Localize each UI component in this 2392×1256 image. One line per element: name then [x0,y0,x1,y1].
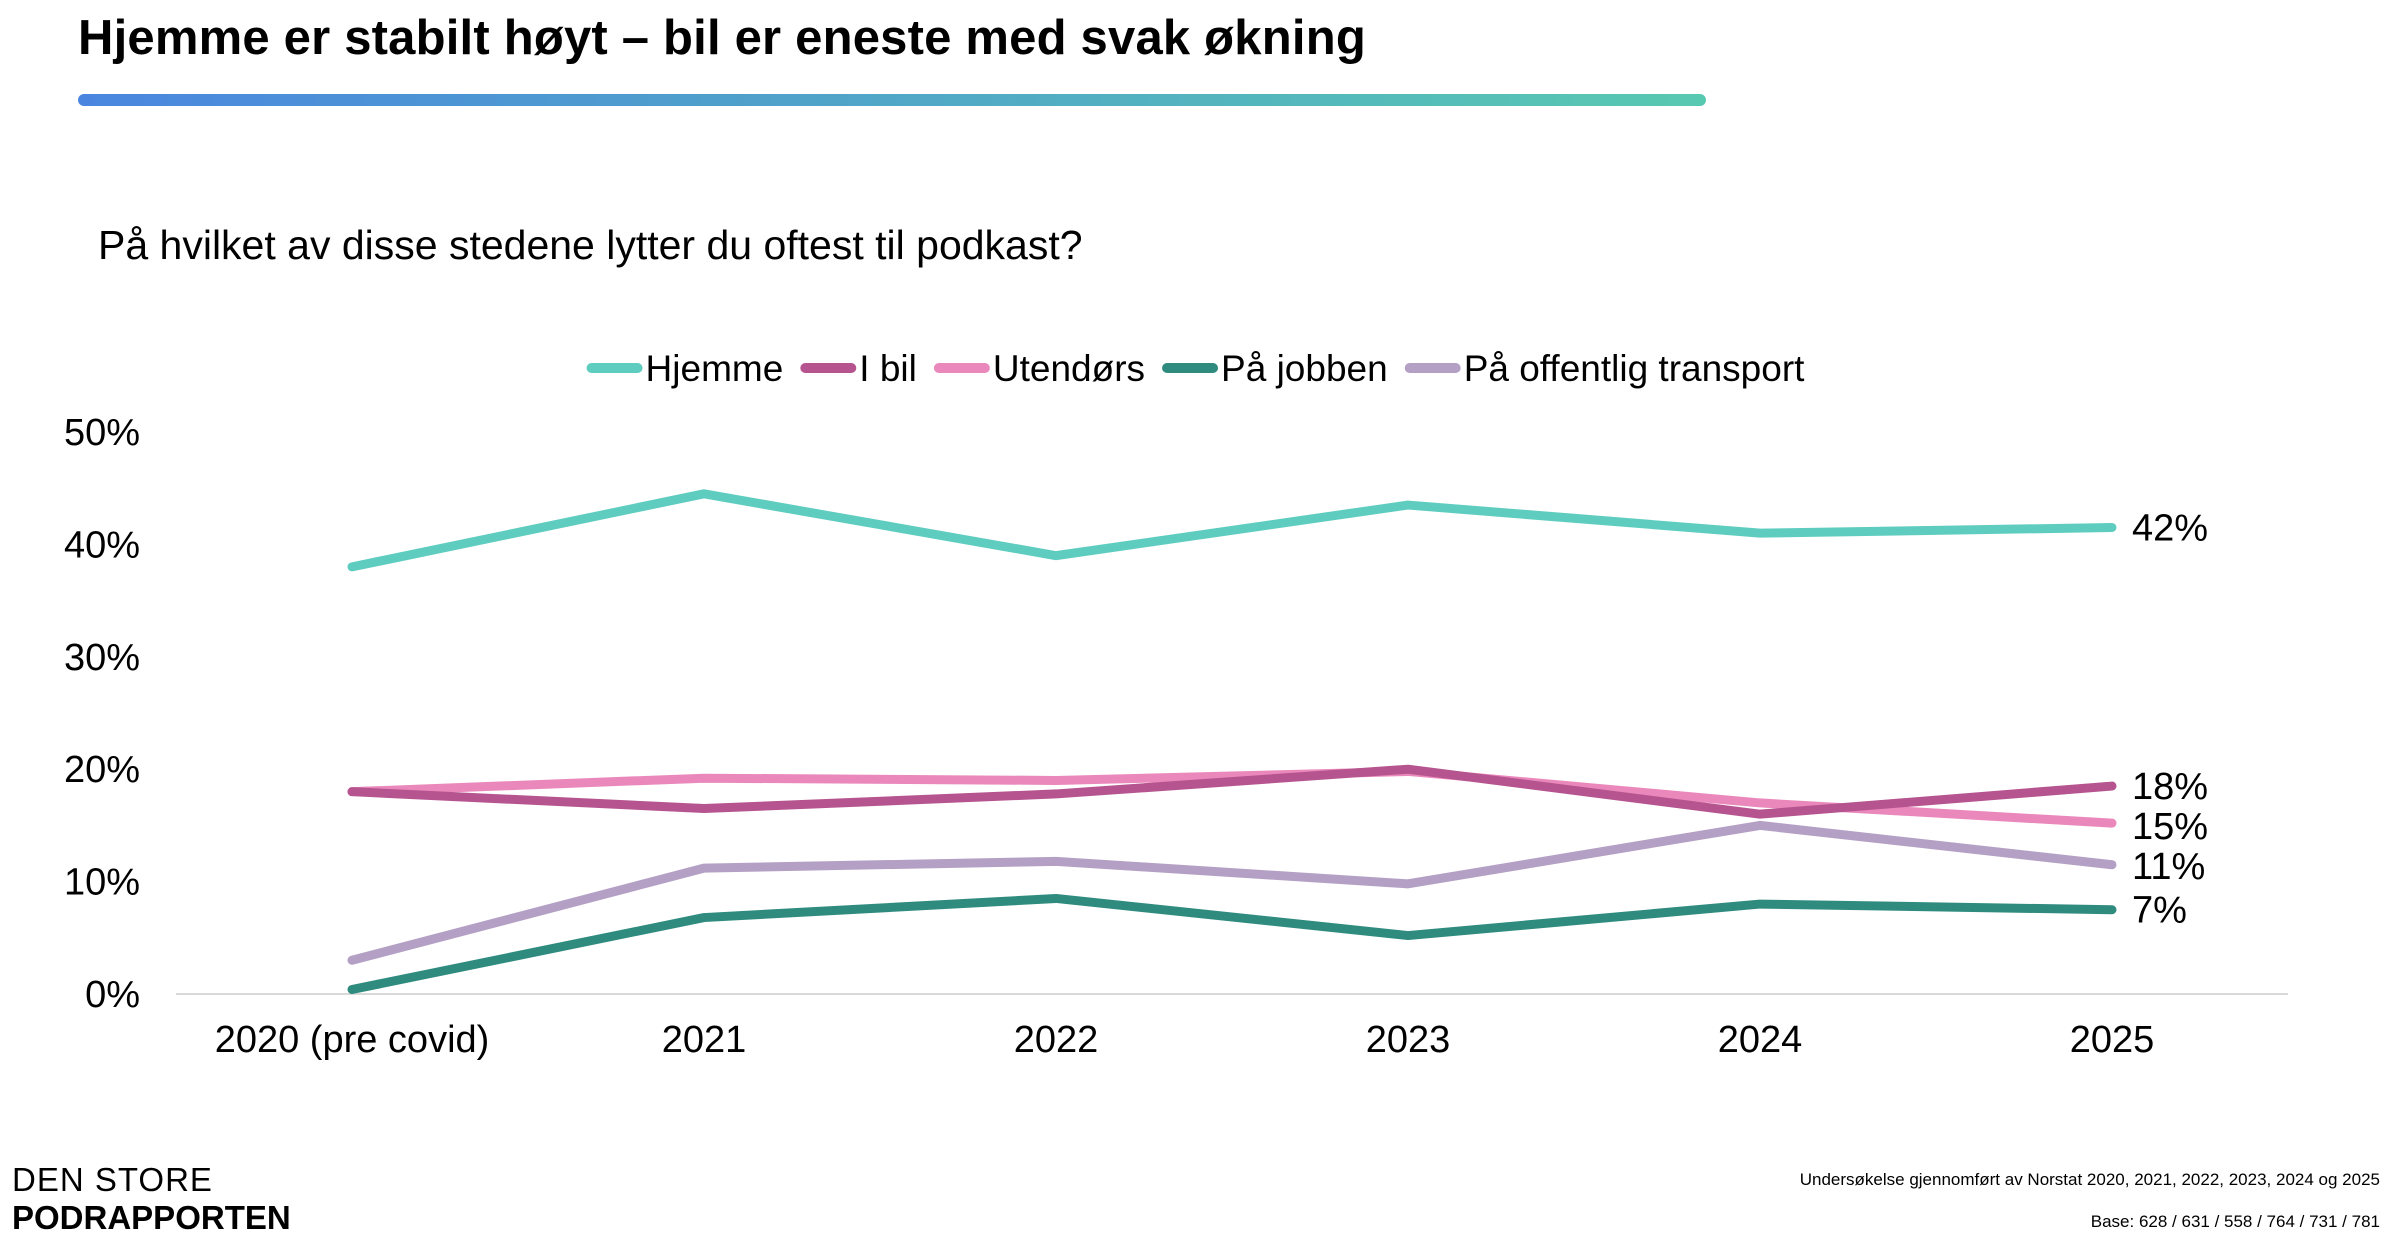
y-tick-label: 10% [64,862,140,904]
end-value-label: 7% [2132,890,2187,932]
end-value-label: 11% [2132,846,2205,888]
x-tick-label: 2024 [1718,1019,1803,1061]
y-tick-label: 0% [85,974,140,1016]
base-note: Base: 628 / 631 / 558 / 764 / 731 / 781 [2090,1212,2380,1231]
x-tick-label: 2021 [662,1019,747,1061]
legend-label: Utendørs [993,348,1145,389]
survey-note: Undersøkelse gjennomført av Norstat 2020… [1799,1170,2380,1189]
x-tick-label: 2020 (pre covid) [215,1019,490,1061]
y-tick-label: 40% [64,524,140,566]
y-tick-label: 30% [64,637,140,679]
series-line-p-jobben [347,893,2117,995]
y-tick-label: 50% [64,412,140,454]
series-line-hjemme [347,489,2117,572]
end-value-label: 18% [2132,766,2208,808]
chart-title: På hvilket av disse stedene lytter du of… [98,222,1083,268]
series-line-i-bil [347,764,2117,819]
legend-label: På jobben [1221,348,1388,389]
brand-logo: DEN STORE PODRAPPORTEN [12,1163,291,1234]
series-line-p-offentlig-transport [347,820,2117,965]
x-tick-label: 2025 [2070,1019,2155,1061]
x-tick-label: 2022 [1014,1019,1099,1061]
title-accent-bar [78,94,1706,106]
legend-label: I bil [859,348,917,389]
legend-label: På offentlig transport [1464,348,1805,389]
legend-label: Hjemme [646,348,784,389]
brand-line-2: PODRAPPORTEN [12,1199,291,1236]
y-tick-label: 20% [64,749,140,791]
page-title: Hjemme er stabilt høyt – bil er eneste m… [78,11,1366,65]
x-tick-label: 2023 [1366,1019,1451,1061]
end-value-label: 42% [2132,508,2208,550]
end-value-label: 15% [2132,806,2208,848]
brand-line-1: DEN STORE [12,1161,213,1198]
